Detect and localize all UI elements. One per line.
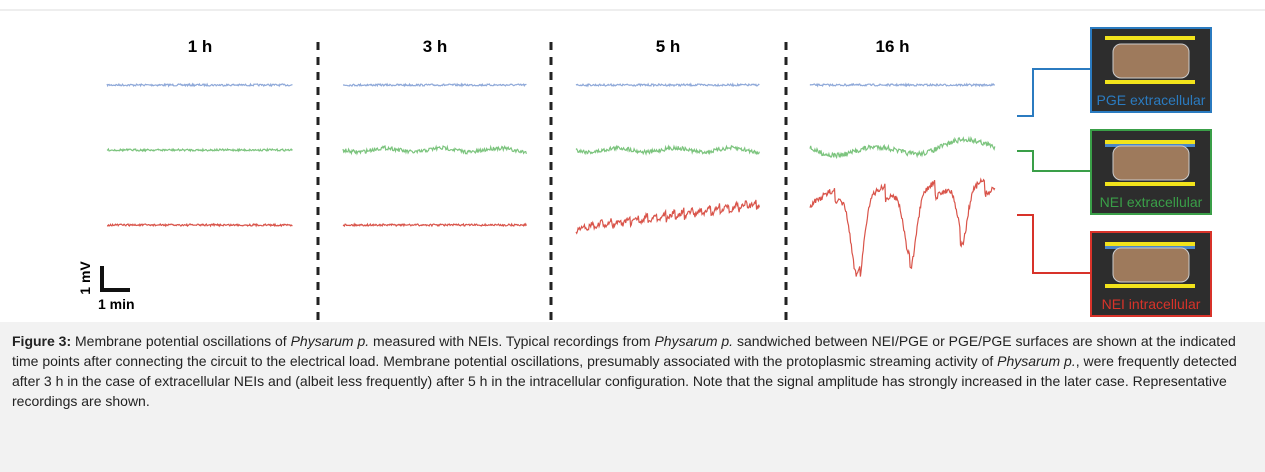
- cell: [1112, 247, 1190, 283]
- time-label: 16 h: [875, 37, 909, 56]
- trace: [106, 222, 293, 228]
- caption-text: Membrane potential oscillations of: [71, 333, 291, 349]
- electrode: [1105, 284, 1195, 288]
- dividers: [316, 42, 788, 320]
- caption-text: , were frequently detected after 3 h in …: [12, 353, 1237, 409]
- electrode: [1105, 242, 1195, 246]
- scale-bar: [100, 266, 130, 292]
- scale-vertical: 1 mV: [77, 261, 93, 295]
- cell: [1112, 145, 1190, 181]
- cell: [1112, 43, 1190, 79]
- caption-text: Physarum p.: [997, 353, 1076, 369]
- config-label: NEI extracellular: [1100, 194, 1203, 210]
- scale-horizontal: 1 min: [98, 296, 135, 312]
- time-label: 5 h: [656, 37, 681, 56]
- trace: [809, 135, 996, 160]
- figure: 1 mV 1 min 1 h 3 h 5 h 16 h PGE extracellula…: [0, 9, 1265, 320]
- config-label: PGE extracellular: [1097, 92, 1206, 108]
- electrode: [1105, 182, 1195, 186]
- electrode: [1105, 80, 1195, 84]
- trace: [809, 82, 996, 88]
- trace: [575, 82, 760, 88]
- electrode: [1105, 140, 1195, 144]
- trace: [342, 144, 527, 156]
- trace: [575, 144, 760, 156]
- connector: [1017, 68, 1090, 117]
- caption-text: sandwiched between NEI/PGE or PGE/PGE su…: [12, 333, 1236, 369]
- caption-label: Figure 3:: [12, 333, 72, 349]
- trace: [343, 82, 527, 88]
- trace: [575, 199, 760, 235]
- config-label: NEI intracellular: [1102, 296, 1201, 312]
- electrode: [1105, 36, 1195, 40]
- trace: [106, 147, 293, 153]
- trace: [106, 82, 293, 88]
- caption-text: measured with NEIs. Typical recordings f…: [369, 333, 655, 349]
- connector: [1017, 214, 1090, 274]
- caption-text: Physarum p.: [290, 333, 370, 349]
- trace: [809, 177, 996, 277]
- trace: [342, 222, 527, 228]
- caption: Figure 3: Membrane potential oscillation…: [0, 322, 1265, 472]
- time-label: 1 h: [188, 37, 213, 56]
- caption-text: Physarum p.: [654, 333, 734, 349]
- connector: [1017, 150, 1090, 172]
- time-label: 3 h: [423, 37, 448, 56]
